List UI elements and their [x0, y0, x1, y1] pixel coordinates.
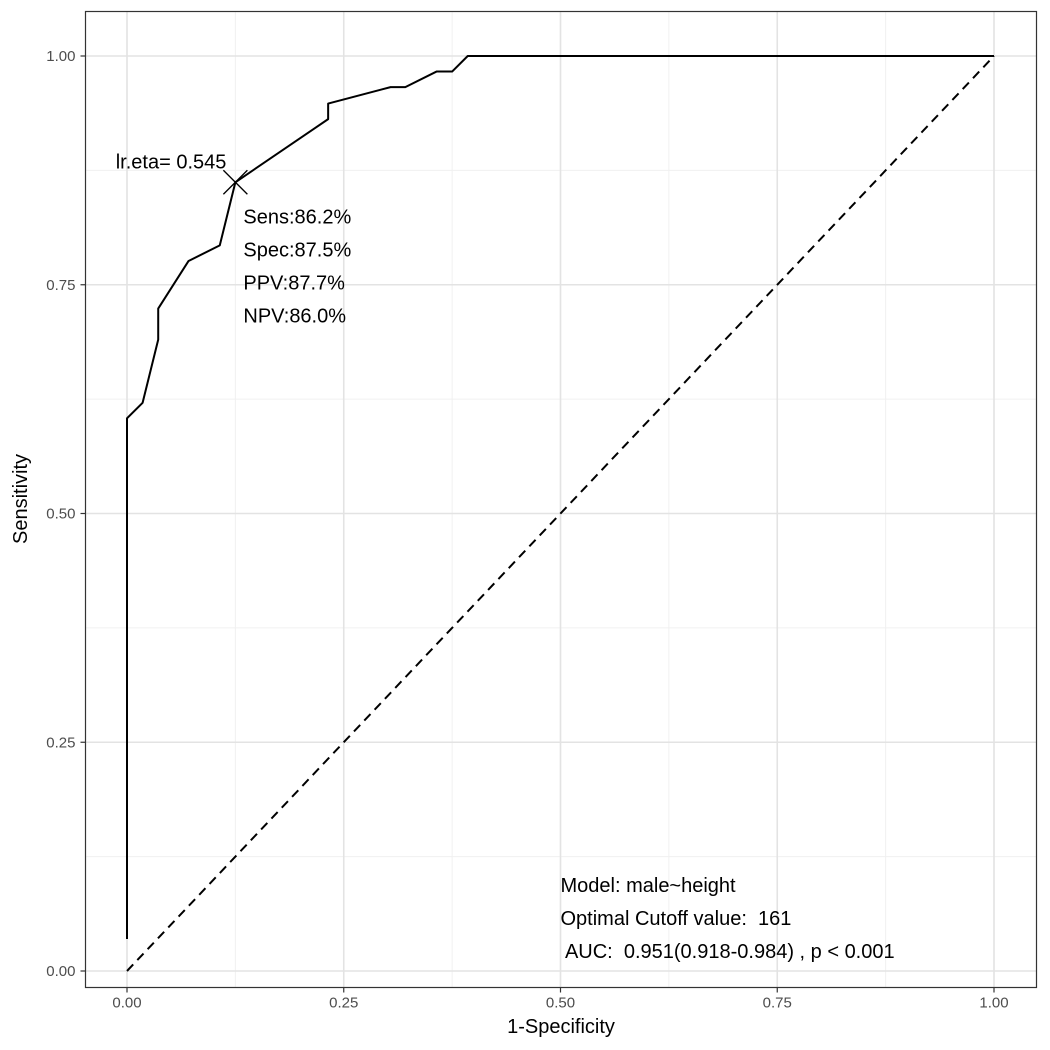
cutoff-cross-line: [222, 169, 248, 195]
x-tick-label: 0.75: [763, 995, 792, 1012]
reference-diagonal-line: [126, 55, 995, 972]
y-tick-label: 0.00: [46, 963, 75, 980]
model-annotation: Optimal Cutoff value: 161: [561, 908, 792, 930]
annotations: Model: male~height Optimal Cutoff value: …: [561, 875, 895, 963]
cutoff-marker: lr.eta= 0.545 Sens:86.2% Spec:87.5% PPV:87.…: [116, 151, 352, 327]
x-tick-label: 1.00: [979, 995, 1008, 1012]
y-axis-title: Sensitivity: [10, 454, 32, 544]
x-tick-label: 0.50: [546, 995, 575, 1012]
x-tick-label: 0.25: [329, 995, 358, 1012]
axis-ticks: 0.00 0.25 0.50 0.75 1.00 0.00 0.25 0.50 0.75 1.00: [46, 48, 1008, 1012]
cutoff-stat: NPV:86.0%: [243, 305, 346, 327]
model-annotation: Model: male~height: [561, 875, 737, 897]
model-annotation: AUC: 0.951(0.918-0.984) , p < 0.001: [561, 941, 895, 963]
x-axis-title: 1-Specificity: [507, 1016, 615, 1038]
y-tick-label: 0.50: [46, 506, 75, 523]
cutoff-stat: PPV:87.7%: [243, 272, 345, 294]
y-tick-label: 1.00: [46, 48, 75, 65]
roc-curve-line: [126, 55, 994, 939]
series-layer: [126, 55, 995, 972]
cutoff-stat: Spec:87.5%: [243, 239, 351, 261]
cutoff-label: lr.eta= 0.545: [116, 151, 227, 173]
x-tick-label: 0.00: [112, 995, 141, 1012]
cutoff-stat: Sens:86.2%: [243, 206, 351, 228]
y-tick-label: 0.25: [46, 734, 75, 751]
y-tick-label: 0.75: [46, 277, 75, 294]
